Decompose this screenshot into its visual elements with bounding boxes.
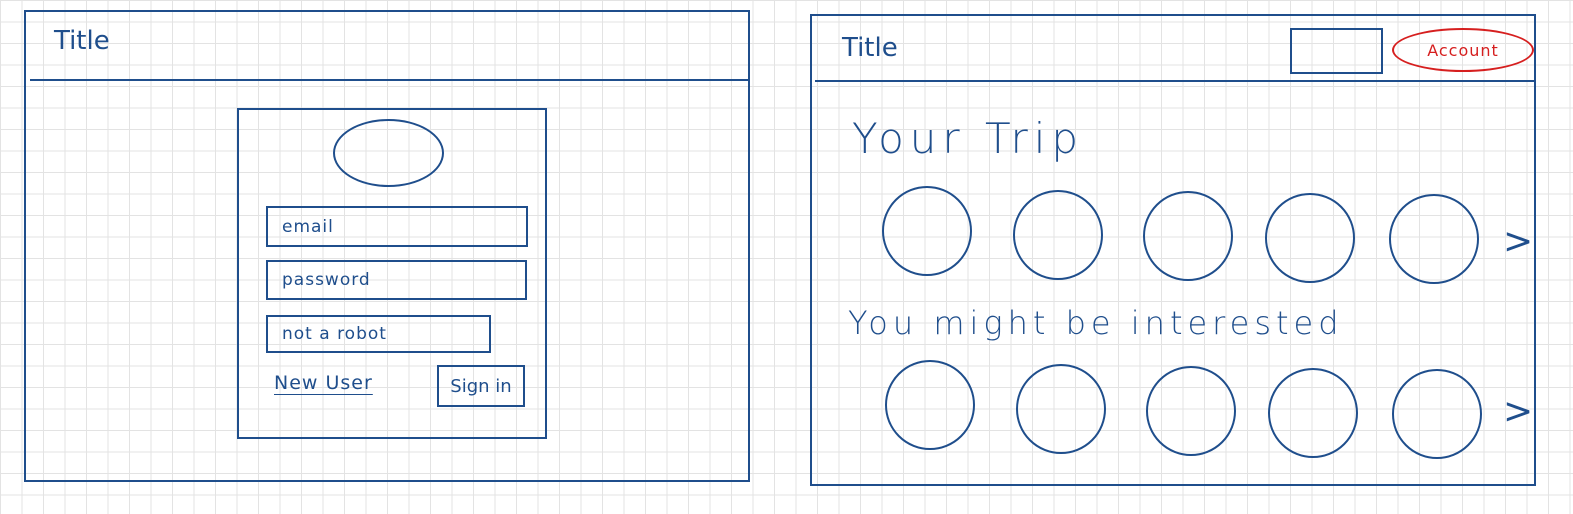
logo-placeholder-icon [333, 119, 444, 187]
account-button[interactable]: Account [1392, 28, 1534, 72]
email-field[interactable]: email [266, 206, 528, 247]
trip-item[interactable] [882, 186, 972, 276]
home-screen-title: Title [842, 33, 898, 63]
trip-item[interactable] [1265, 193, 1355, 283]
your-trip-heading: Your Trip [852, 114, 1085, 163]
new-user-link[interactable]: New User [274, 372, 373, 394]
login-card [237, 108, 547, 439]
not-a-robot-label: not a robot [282, 324, 387, 344]
password-field[interactable]: password [266, 260, 527, 300]
interested-heading: You might be interested [848, 304, 1344, 342]
login-screen-title: Title [54, 26, 110, 56]
trip-next-icon[interactable]: > [1503, 221, 1534, 262]
trip-item[interactable] [1143, 191, 1233, 281]
home-screen-frame [810, 14, 1536, 486]
trip-item[interactable] [1013, 190, 1103, 280]
suggestion-item[interactable] [1016, 364, 1106, 454]
search-box[interactable] [1290, 28, 1383, 74]
suggestion-item[interactable] [885, 360, 975, 450]
login-screen-frame [24, 10, 750, 482]
trip-item[interactable] [1389, 194, 1479, 284]
password-field-placeholder: password [282, 270, 371, 290]
suggestion-next-icon[interactable]: > [1503, 391, 1534, 432]
home-header-divider [815, 80, 1535, 82]
sign-in-button-label: Sign in [450, 375, 512, 397]
login-header-divider [30, 79, 750, 81]
suggestion-item[interactable] [1268, 368, 1358, 458]
not-a-robot-checkbox[interactable]: not a robot [266, 315, 491, 353]
sign-in-button[interactable]: Sign in [437, 365, 525, 407]
suggestion-item[interactable] [1146, 366, 1236, 456]
email-field-placeholder: email [282, 216, 334, 237]
suggestion-item[interactable] [1392, 369, 1482, 459]
account-button-label: Account [1427, 40, 1499, 60]
